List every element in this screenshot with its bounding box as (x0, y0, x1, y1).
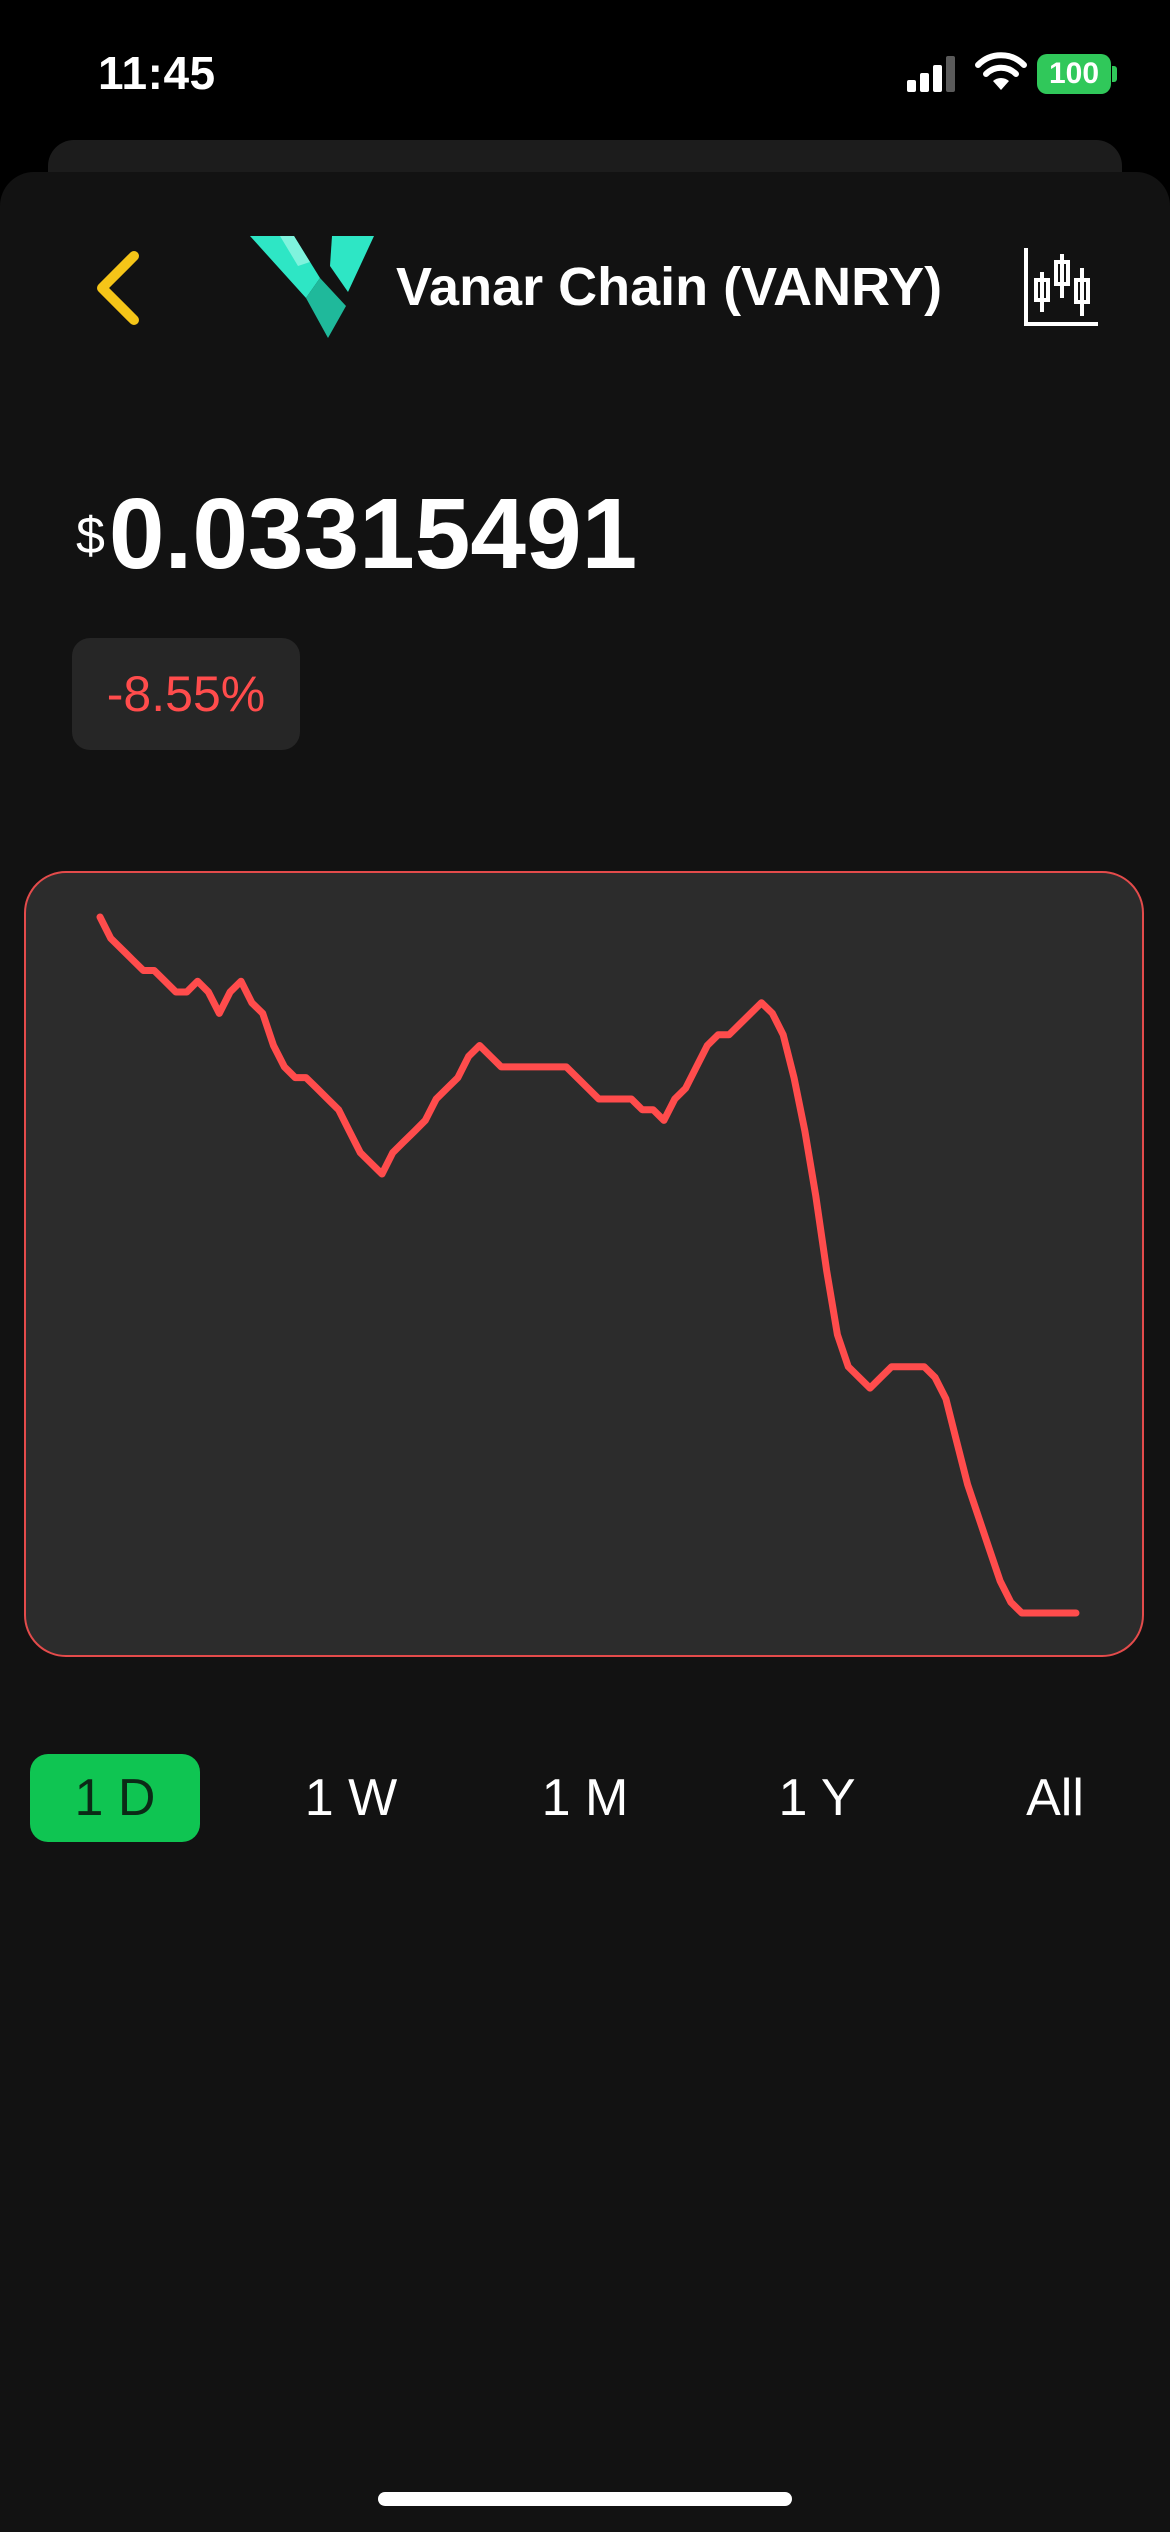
vanar-logo-icon (250, 236, 374, 338)
home-indicator[interactable] (378, 2492, 792, 2506)
back-chevron-icon[interactable] (86, 246, 150, 330)
battery-icon: 100 (1037, 54, 1111, 94)
price-series-line (96, 913, 1080, 1617)
coin-title: Vanar Chain (VANRY) (396, 257, 943, 317)
tab-1y[interactable]: 1 Y (778, 1769, 856, 1827)
time-range-tabs: 1 D 1 W 1 M 1 Y All (30, 1754, 1140, 1842)
price-chart-card[interactable] (24, 871, 1144, 1657)
battery-tip (1112, 66, 1117, 82)
price-line-chart (96, 913, 1080, 1617)
status-time: 11:45 (98, 47, 216, 99)
tab-1w[interactable]: 1 W (304, 1769, 398, 1827)
status-bar: 11:45 100 (0, 0, 1170, 140)
wifi-icon (975, 52, 1027, 90)
tab-1m[interactable]: 1 M (541, 1769, 629, 1827)
cellular-signal-icon (907, 56, 955, 92)
tab-1d[interactable]: 1 D (30, 1754, 200, 1842)
currency-symbol: $ (76, 507, 105, 565)
candlestick-chart-icon[interactable] (1020, 246, 1102, 328)
price-value: 0.03315491 (108, 478, 638, 590)
price-change-badge: -8.55% (72, 638, 300, 750)
tab-all[interactable]: All (1026, 1769, 1084, 1827)
price-row: $0.03315491 (76, 480, 637, 588)
